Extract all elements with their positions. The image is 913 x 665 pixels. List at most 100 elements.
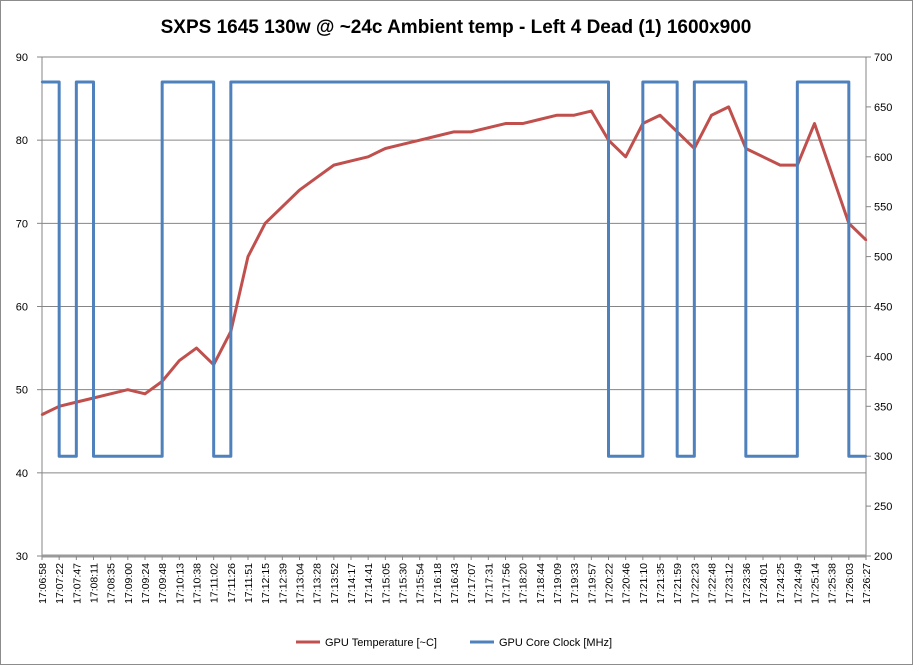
data-point-0-34 (624, 155, 627, 158)
x-tick-label-31: 17:19:33 (569, 563, 581, 604)
data-point-0-15 (298, 188, 301, 192)
x-tick-label-5: 17:09:00 (123, 563, 135, 604)
legend: GPU Temperature [~C] GPU Core Clock [MHz] (296, 637, 612, 649)
x-tick-label-6: 17:09:24 (140, 563, 152, 604)
data-point-1-15 (298, 80, 301, 84)
x-tick-label-33: 17:20:22 (604, 563, 616, 604)
data-point-1-33 (607, 455, 610, 458)
x-tick-label-42: 17:24:01 (758, 563, 770, 604)
y2-tick-label-500: 500 (874, 252, 892, 264)
data-point-1-14 (281, 80, 284, 84)
x-tick-label-0: 17:06:58 (37, 563, 49, 604)
data-point-0-8 (178, 359, 181, 362)
data-point-0-26 (487, 126, 490, 129)
data-point-0-30 (555, 114, 559, 117)
x-tick-label-43: 17:24:25 (775, 563, 787, 604)
y-tick-label-60: 60 (16, 302, 28, 314)
data-point-0-18 (349, 159, 353, 163)
data-point-1-19 (366, 80, 370, 84)
y2-tick-label-550: 550 (874, 202, 892, 214)
data-point-1-18 (349, 80, 353, 84)
x-tick-label-19: 17:14:41 (363, 563, 375, 604)
x-tick-label-9: 17:10:38 (192, 563, 204, 604)
data-point-1-3 (92, 455, 95, 458)
data-point-0-20 (384, 147, 387, 150)
data-point-1-6 (143, 455, 147, 458)
data-point-1-8 (178, 80, 181, 84)
data-point-1-20 (384, 80, 387, 84)
data-point-0-5 (126, 388, 130, 391)
x-tick-label-18: 17:14:17 (346, 563, 358, 604)
x-tick-label-41: 17:23:36 (741, 563, 753, 604)
x-tick-label-10: 17:11:02 (209, 563, 221, 603)
x-tick-label-39: 17:22:48 (707, 563, 719, 604)
data-point-1-4 (109, 455, 112, 458)
data-point-0-28 (521, 122, 524, 125)
y-tick-label-80: 80 (16, 135, 28, 147)
x-tick-label-14: 17:12:39 (277, 563, 289, 604)
data-point-0-24 (452, 130, 456, 134)
x-tick-label-25: 17:17:07 (466, 563, 478, 604)
x-tick-label-11: 17:11:26 (226, 563, 238, 603)
data-point-1-30 (555, 80, 559, 84)
data-point-1-35 (641, 80, 645, 84)
data-point-0-40 (727, 105, 730, 109)
x-tick-label-27: 17:17:56 (501, 563, 513, 604)
data-point-0-12 (246, 255, 250, 258)
data-point-1-22 (418, 80, 421, 84)
x-tick-label-28: 17:18:20 (518, 563, 530, 604)
data-point-1-36 (658, 80, 662, 84)
data-point-0-27 (504, 122, 507, 125)
data-point-0-42 (761, 155, 765, 158)
x-tick-label-36: 17:21:35 (655, 563, 667, 604)
axes: 30 40 50 60 70 80 90 200 250 300 350 400 450 500 550 60… (16, 52, 893, 604)
y-tick-label-70: 70 (16, 218, 28, 230)
series-line-1 (42, 80, 866, 458)
data-point-1-42 (761, 455, 765, 458)
data-point-0-0 (40, 413, 44, 416)
data-point-1-34 (624, 455, 627, 458)
data-point-1-40 (727, 80, 730, 84)
data-point-0-13 (263, 222, 267, 225)
chart-title: SXPS 1645 130w @ ~24c Ambient temp - Lef… (161, 17, 752, 38)
data-point-1-1 (57, 455, 61, 458)
data-point-0-32 (590, 109, 593, 113)
data-point-1-44 (796, 80, 799, 84)
data-point-0-21 (401, 143, 404, 146)
data-point-1-13 (263, 80, 267, 84)
data-point-1-46 (830, 80, 833, 84)
data-point-1-29 (538, 80, 542, 84)
data-point-0-16 (315, 176, 318, 179)
x-tick-label-7: 17:09:48 (157, 563, 169, 604)
x-tick-label-26: 17:17:31 (483, 563, 495, 604)
y-tick-label-50: 50 (16, 385, 28, 397)
data-point-1-39 (710, 80, 713, 84)
y2-tick-label-200: 200 (874, 551, 892, 563)
data-point-1-25 (469, 80, 473, 84)
data-point-0-43 (778, 163, 782, 167)
y-tick-label-30: 30 (16, 551, 28, 563)
data-point-1-48 (864, 455, 868, 458)
x-tick-label-17: 17:13:52 (329, 563, 341, 604)
data-point-1-16 (315, 80, 318, 84)
x-tick-label-1: 17:07:22 (54, 563, 66, 604)
data-point-0-17 (332, 163, 336, 167)
x-tick-label-15: 17:13:04 (295, 563, 307, 604)
data-point-1-43 (778, 455, 782, 458)
data-point-1-10 (212, 455, 215, 458)
data-point-1-28 (521, 80, 524, 84)
data-point-0-4 (109, 392, 112, 396)
data-point-0-23 (435, 134, 439, 138)
data-point-0-22 (418, 138, 421, 142)
data-point-0-31 (572, 114, 576, 117)
x-tick-label-29: 17:18:44 (535, 563, 547, 604)
data-point-1-5 (126, 455, 130, 458)
x-tick-label-20: 17:15:05 (380, 563, 392, 604)
y2-tick-label-300: 300 (874, 451, 892, 463)
y2-tick-label-400: 400 (874, 351, 892, 363)
x-tick-label-22: 17:15:54 (415, 563, 427, 604)
y-tick-label-90: 90 (16, 52, 28, 64)
x-tick-label-44: 17:24:49 (792, 563, 804, 604)
x-tick-label-40: 17:23:12 (724, 563, 736, 604)
